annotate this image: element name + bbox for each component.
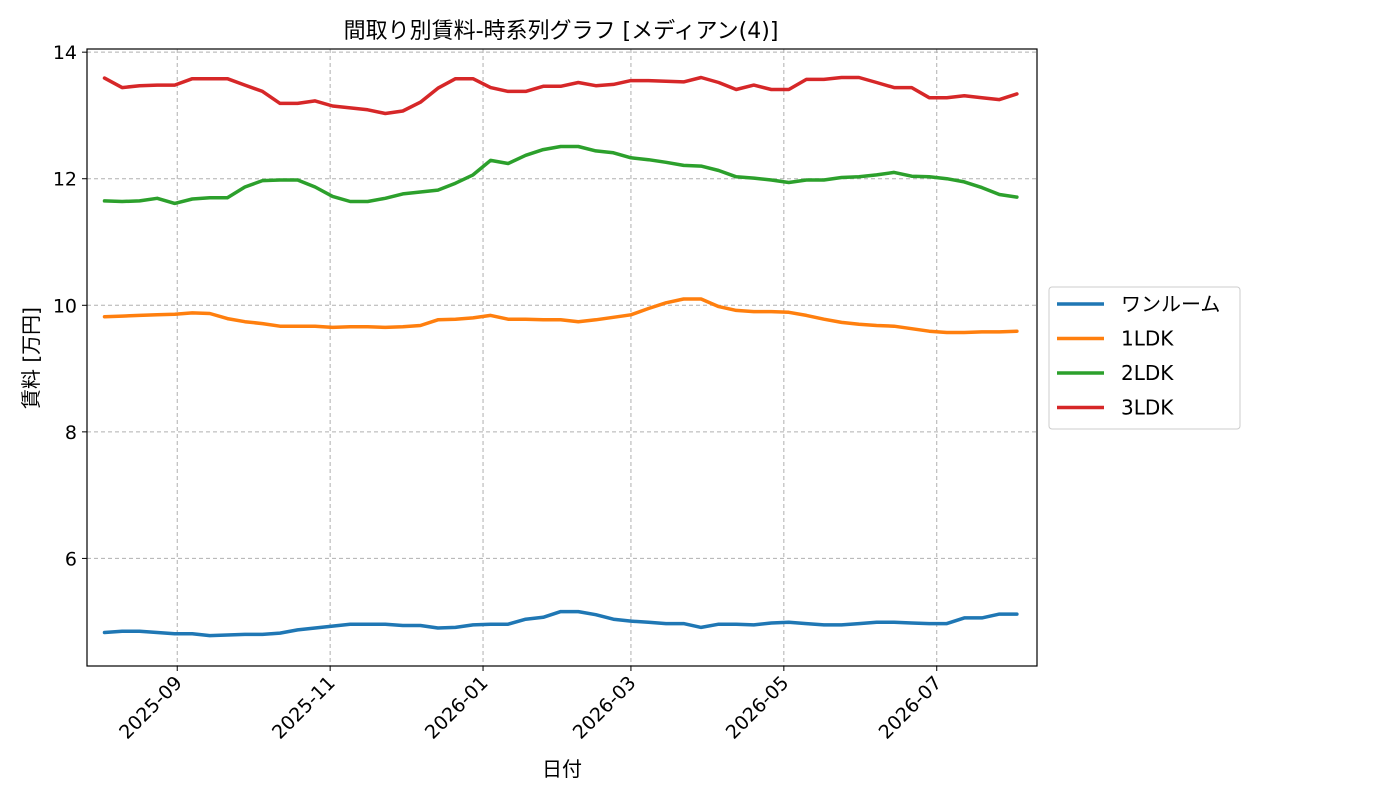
- x-tick-label: 2026-01: [421, 672, 493, 744]
- x-tick-label: 2026-03: [569, 672, 641, 744]
- legend: ワンルーム 1LDK 2LDK 3LDK: [1048, 286, 1241, 430]
- y-tick-label: 14: [53, 42, 77, 64]
- y-tick-label: 8: [65, 422, 77, 444]
- series-lines: [102, 75, 1019, 638]
- chart-title: 間取り別賃料-時系列グラフ [メディアン(4)]: [344, 19, 779, 44]
- y-tick-label: 10: [53, 295, 77, 317]
- y-axis-ticks: 6 8 10 12 14: [53, 42, 87, 570]
- x-tick-label: 2025-11: [268, 672, 340, 744]
- legend-items: ワンルーム 1LDK 2LDK 3LDK: [1057, 292, 1220, 420]
- legend-box: [1048, 286, 1241, 430]
- series-line-0: [102, 609, 1019, 638]
- y-axis-label: 賃料 [万円]: [19, 307, 43, 409]
- legend-label: ワンルーム: [1121, 292, 1220, 316]
- legend-label: 3LDK: [1121, 396, 1174, 420]
- x-axis-ticks: 2025-09 2025-11 2026-01 2026-03 2026-05 2026-…: [115, 666, 946, 744]
- y-tick-label: 6: [65, 548, 77, 570]
- series-line-2: [102, 144, 1019, 206]
- legend-label: 2LDK: [1121, 361, 1174, 385]
- legend-label: 1LDK: [1121, 327, 1174, 351]
- x-tick-label: 2026-05: [722, 672, 794, 744]
- x-tick-label: 2026-07: [875, 672, 947, 744]
- plot-area-frame: [86, 48, 1038, 667]
- x-axis-label: 日付: [542, 757, 582, 781]
- grid-lines: [87, 49, 1037, 666]
- x-tick-label: 2025-09: [115, 672, 187, 744]
- series-line-1: [102, 297, 1019, 335]
- y-tick-label: 12: [53, 169, 77, 191]
- series-line-3: [102, 75, 1019, 116]
